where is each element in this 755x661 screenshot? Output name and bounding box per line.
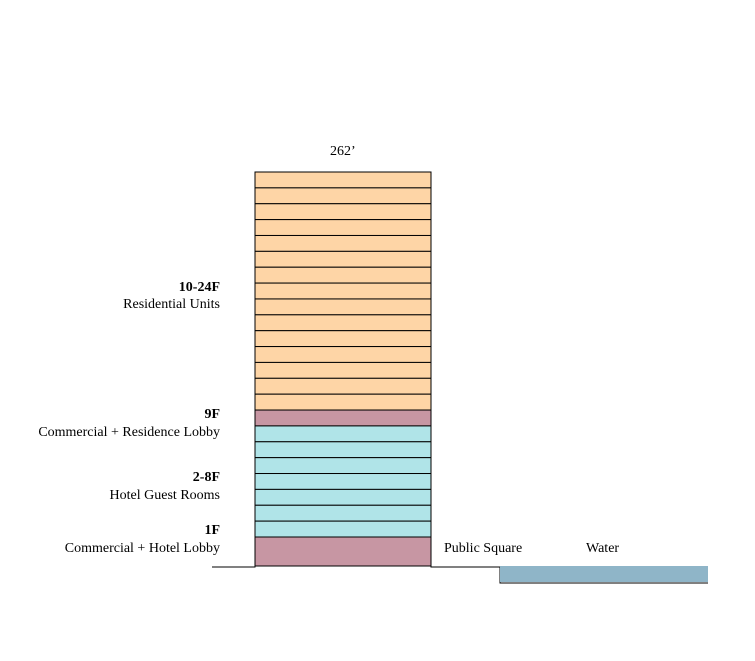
- floor-slab-10-24f-6: [254, 250, 432, 268]
- floor-slab-10-24f-4: [254, 219, 432, 236]
- public-square-label: Public Square: [444, 541, 523, 556]
- water-label: Water: [586, 541, 620, 556]
- water-body: [500, 566, 708, 582]
- floor-slab-10-24f-13: [254, 361, 432, 379]
- floor-slab-10-24f-9: [254, 298, 432, 316]
- floor-slab-10-24f-14: [254, 377, 432, 395]
- floor-slab-2-8f-5: [254, 488, 432, 506]
- floor-slab-10-24f-10: [254, 314, 432, 332]
- floor-use-residential: Residential Units: [123, 297, 220, 312]
- floor-use-hotel: Hotel Guest Rooms: [109, 488, 220, 503]
- floor-slab-1f-1: [254, 536, 432, 567]
- floor-slab-2-8f-1: [254, 425, 432, 443]
- floor-slab-9f-1: [254, 409, 432, 427]
- floor-stack: [254, 171, 432, 567]
- floor-slab-10-24f-7: [254, 266, 432, 284]
- floor-slab-10-24f-8: [254, 282, 432, 300]
- floor-slab-2-8f-2: [254, 441, 432, 459]
- floor-slab-10-24f-11: [254, 330, 432, 348]
- floor-slab-2-8f-4: [254, 473, 432, 490]
- floor-range-hotel: 2-8F: [192, 470, 220, 485]
- floor-slab-10-24f-12: [254, 346, 432, 363]
- floor-slab-10-24f-15: [254, 393, 432, 411]
- floor-range-1f: 1F: [204, 523, 220, 538]
- floor-slab-10-24f-2: [254, 187, 432, 205]
- floor-use-9f: Commercial + Residence Lobby: [38, 425, 220, 440]
- floor-slab-10-24f-1: [254, 171, 432, 189]
- floor-use-1f: Commercial + Hotel Lobby: [64, 541, 220, 556]
- floor-slab-10-24f-3: [254, 203, 432, 221]
- floor-slab-2-8f-6: [254, 504, 432, 522]
- floor-slab-2-8f-7: [254, 520, 432, 538]
- floor-range-9f: 9F: [204, 407, 220, 422]
- floor-slab-10-24f-5: [254, 234, 432, 252]
- height-label: 262’: [330, 144, 356, 159]
- floor-range-residential: 10-24F: [178, 280, 220, 295]
- floor-slab-2-8f-3: [254, 457, 432, 475]
